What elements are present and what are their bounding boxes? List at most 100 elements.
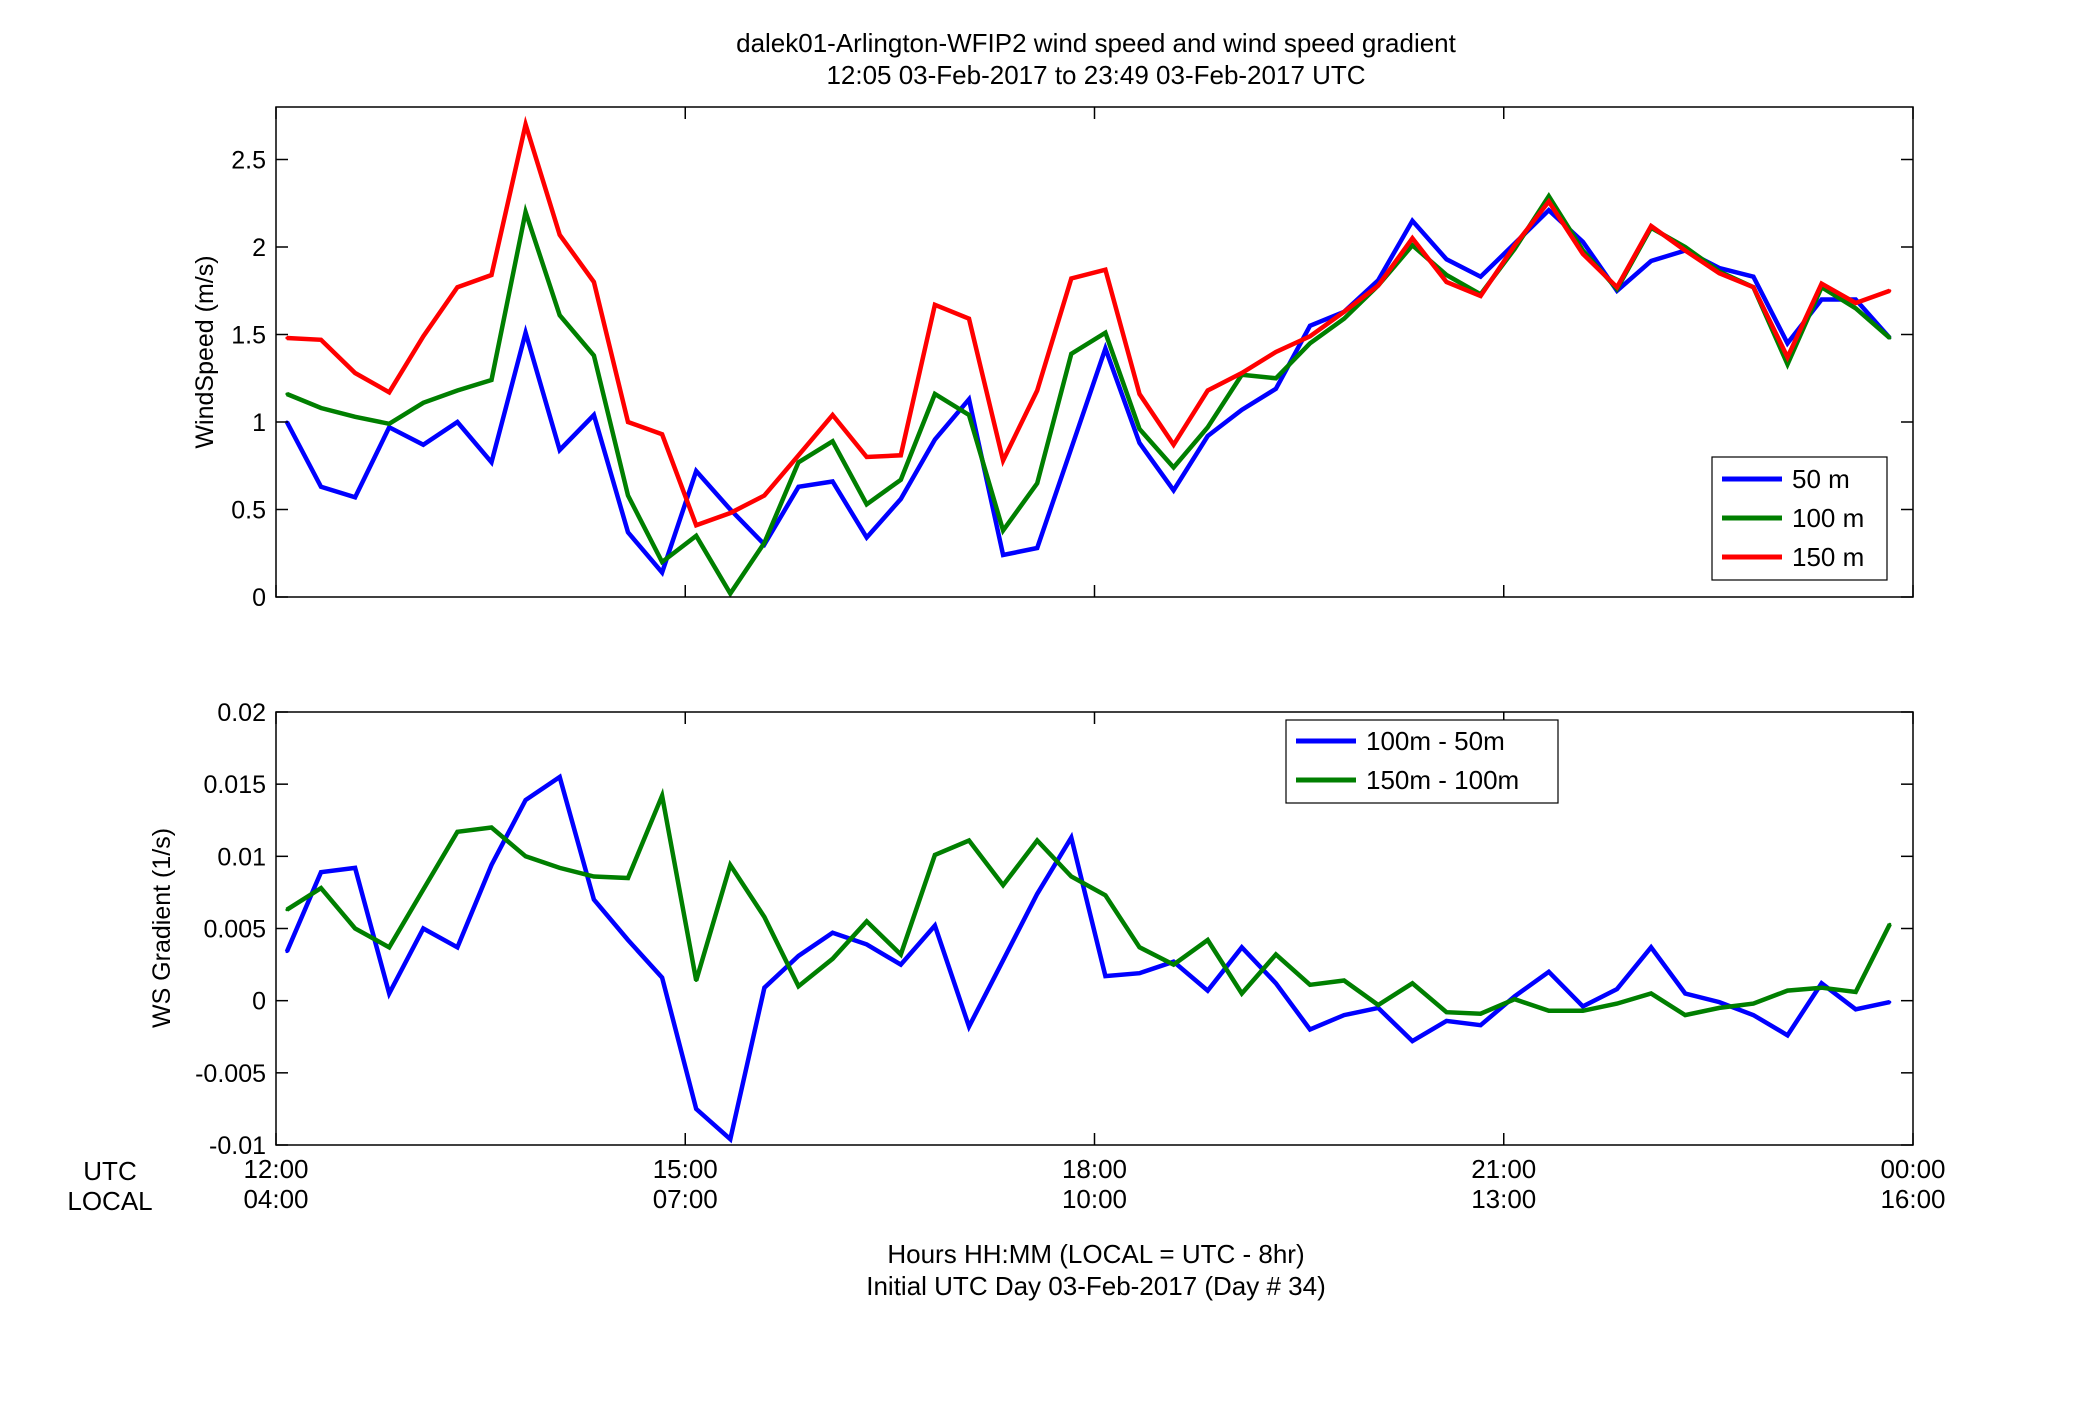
gradient-data-point-100m-50m (1888, 1000, 1892, 1004)
windspeed-data-point-150-m (455, 285, 459, 289)
windspeed-ytick-label: 2.5 (231, 147, 266, 175)
gradient-data-point-150m-100m (728, 863, 732, 867)
windspeed-data-point-100-m (1854, 306, 1858, 310)
gradient-data-point-100m-50m (1103, 974, 1107, 978)
windspeed-data-point-100-m (626, 494, 630, 497)
windspeed-data-point-150-m (524, 123, 528, 126)
gradient-ytick-label: 0.005 (203, 916, 266, 944)
gradient-data-point-150m-100m (967, 839, 971, 842)
windspeed-data-point-100-m (455, 389, 459, 392)
gradient-data-point-150m-100m (592, 875, 596, 878)
gradient-data-point-100m-50m (1513, 994, 1517, 998)
gradient-data-point-150m-100m (797, 984, 800, 988)
windspeed-data-point-150-m (387, 390, 391, 394)
gradient-data-point-150m-100m (933, 853, 937, 857)
windspeed-data-point-100-m (421, 401, 425, 405)
windspeed-data-point-100-m (1547, 194, 1551, 198)
gradient-data-point-100m-50m (626, 938, 630, 942)
windspeed-data-point-100-m (762, 541, 766, 545)
gradient-data-point-100m-50m (1274, 981, 1278, 985)
windspeed-data-point-100-m (592, 354, 596, 357)
windspeed-data-point-150-m (353, 371, 357, 375)
windspeed-data-point-150-m (1820, 282, 1824, 286)
gradient-data-point-100m-50m (1240, 945, 1244, 949)
xtick-label-utc: 15:00 (653, 1154, 718, 1184)
gradient-data-point-100m-50m (694, 1107, 698, 1111)
windspeed-data-point-150-m (1615, 285, 1619, 289)
gradient-data-point-150m-100m (865, 919, 869, 923)
xtick-label-local: 13:00 (1471, 1184, 1536, 1214)
windspeed-data-point-100-m (967, 413, 971, 417)
windspeed-data-point-150-m (1854, 301, 1858, 305)
windspeed-data-point-150-m (1410, 236, 1414, 240)
windspeed-data-point-150-m (1445, 280, 1448, 284)
windspeed-data-point-100-m (1274, 376, 1278, 380)
gradient-data-point-100m-50m (1751, 1013, 1755, 1017)
gradient-ytick-label: -0.01 (209, 1132, 266, 1160)
gradient-data-point-100m-50m (1683, 992, 1687, 995)
chart-title-line1: dalek01-Arlington-WFIP2 wind speed and w… (736, 28, 1457, 58)
gradient-data-point-100m-50m (1786, 1033, 1789, 1037)
windspeed-data-point-50-m (626, 530, 630, 534)
windspeed-data-point-50-m (1547, 208, 1551, 212)
gradient-ytick-label: 0 (252, 988, 266, 1016)
windspeed-legend: 50 m 100 m 150 m (1711, 456, 1888, 581)
windspeed-data-point-50-m (558, 448, 562, 452)
windspeed-data-point-50-m (797, 485, 800, 489)
windspeed-data-point-100-m (1069, 352, 1073, 356)
gradient-data-point-100m-50m (1410, 1039, 1414, 1043)
gradient-data-point-150m-100m (762, 915, 766, 919)
gradient-data-point-150m-100m (831, 957, 835, 961)
legend-label-50m: 50 m (1792, 464, 1850, 494)
windspeed-data-point-100-m (797, 460, 800, 464)
gradient-data-point-100m-50m (1445, 1019, 1448, 1023)
windspeed-data-point-50-m (933, 438, 937, 441)
windspeed-data-point-50-m (353, 495, 357, 499)
gradient-data-point-100m-50m (660, 976, 664, 980)
utc-row-label: UTC (83, 1156, 136, 1186)
windspeed-data-point-150-m (694, 523, 698, 527)
gradient-data-point-100m-50m (831, 931, 835, 935)
gradient-data-point-150m-100m (1615, 1002, 1619, 1006)
windspeed-data-point-50-m (1445, 257, 1448, 261)
gradient-data-point-150m-100m (1376, 1003, 1380, 1007)
gradient-data-point-100m-50m (524, 798, 528, 802)
windspeed-data-point-100-m (558, 313, 562, 317)
gradient-data-point-100m-50m (1581, 1004, 1585, 1008)
windspeed-data-point-50-m (1001, 553, 1005, 557)
gradient-data-point-100m-50m (899, 963, 903, 967)
gradient-data-point-150m-100m (626, 876, 630, 880)
windspeed-data-point-50-m (592, 413, 596, 417)
gradient-data-point-150m-100m (1410, 981, 1414, 985)
gradient-data-point-150m-100m (1479, 1012, 1483, 1016)
windspeed-data-point-100-m (1445, 273, 1448, 277)
windspeed-data-point-100-m (1888, 336, 1892, 340)
windspeed-data-point-100-m (490, 378, 493, 382)
gradient-series-line-100m-50m (284, 773, 1891, 1144)
gradient-data-point-100m-50m (933, 924, 937, 928)
windspeed-data-point-50-m (1035, 546, 1039, 550)
windspeed-data-point-150-m (1786, 355, 1789, 359)
gradient-series-line-150m-100m (285, 787, 1892, 1018)
gradient-data-point-150m-100m (1649, 992, 1653, 995)
legend-label-150m: 150 m (1792, 542, 1864, 572)
xtick-label-local: 10:00 (1062, 1184, 1127, 1214)
windspeed-data-point-150-m (1206, 389, 1210, 392)
windspeed-data-point-150-m (592, 280, 596, 284)
gradient-data-point-150m-100m (1308, 983, 1312, 987)
gradient-axes: -0.01 -0.005 0 0.005 0.01 0.015 0.02 (195, 699, 1914, 1160)
windspeed-data-point-100-m (865, 502, 869, 506)
windspeed-data-point-50-m (1274, 387, 1278, 391)
windspeed-data-point-50-m (1751, 275, 1755, 279)
windspeed-series-group (284, 115, 1892, 598)
xtick-label-local: 16:00 (1880, 1184, 1945, 1214)
windspeed-data-point-50-m (660, 571, 664, 574)
gradient-data-point-150m-100m (1342, 979, 1346, 982)
gradient-data-point-100m-50m (728, 1137, 732, 1141)
gradient-data-point-150m-100m (524, 854, 528, 858)
windspeed-data-point-50-m (1138, 441, 1141, 445)
gradient-data-point-150m-100m (1547, 1009, 1551, 1013)
gradient-ytick-label: -0.005 (195, 1060, 266, 1088)
gradient-data-point-150m-100m (1274, 953, 1278, 956)
